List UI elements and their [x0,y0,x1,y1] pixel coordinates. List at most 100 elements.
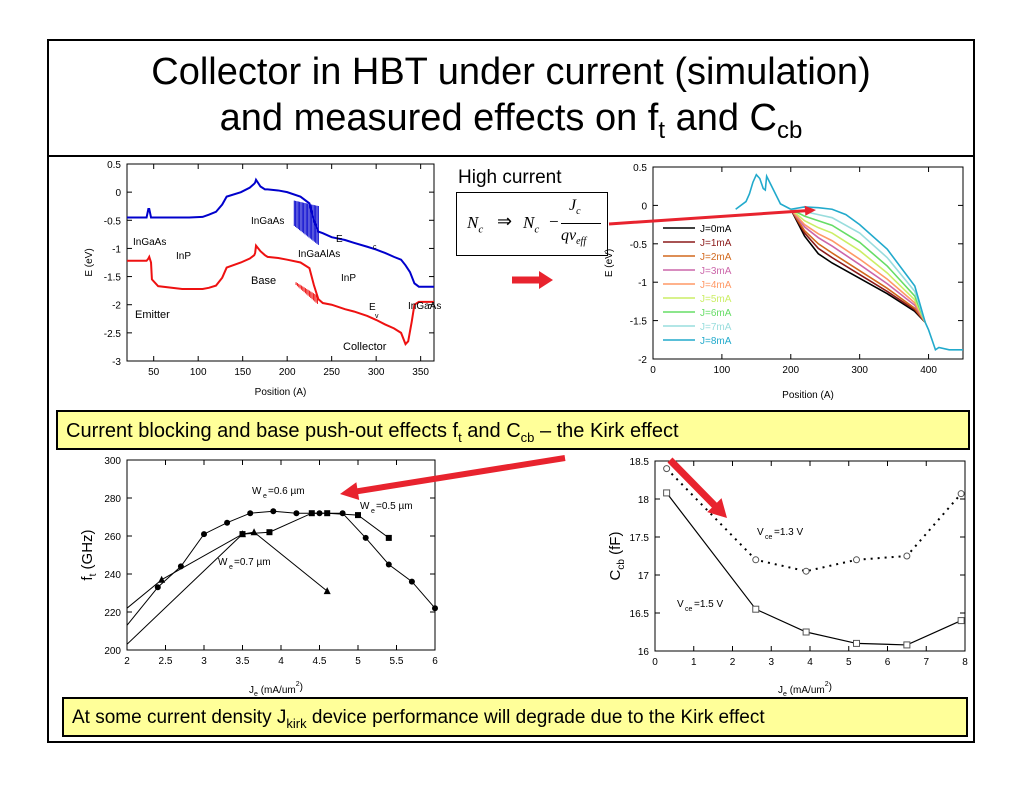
ft-point-circle [408,578,415,585]
ft-annotation: e [371,508,375,515]
high-current-label: High current [458,167,562,188]
band-annotation: Emitter [135,309,170,321]
ft-lead-in-line [126,586,159,626]
band-annotation: InGaAs [408,301,441,312]
y-tick-label: 18 [638,495,650,506]
x-axis-label: Je (mA/um2) [778,681,832,698]
band-annotation: Collector [343,341,387,353]
x-tick-label: 5 [355,656,361,667]
ft-lead-in-line [126,533,243,645]
x-tick-label: 200 [782,365,799,376]
ft-point-circle [247,510,254,517]
red-arrow-to-ft-peak [340,455,566,501]
degradation-callout: At some current density Jkirk device per… [62,697,968,737]
y-tick-label: 0.5 [633,163,647,174]
ft-point-square [385,534,392,541]
plot-frame-2 [652,166,964,360]
x-tick-label: 300 [851,365,868,376]
series-j-1ma-line [790,208,926,323]
series-j-0ma-line [790,208,926,323]
x-tick-label: 3 [768,657,774,668]
ft-point-circle [201,531,207,538]
ccb-annotation: V [677,599,684,610]
series-j-6ma-line [790,208,926,323]
y-tick-label: -1.5 [104,273,122,284]
y-tick-label: -1 [112,244,121,255]
y-tick-label: 260 [104,532,121,543]
x-tick-label: 50 [148,367,160,378]
x-axis-label: Je (mA/um2) [249,681,303,698]
series-j-4ma-line [790,208,926,323]
red-arrow-to-ccb-dip [667,457,727,518]
x-tick-label: 200 [279,367,296,378]
band-annotation: v [375,313,379,320]
x-tick-label: 350 [412,367,429,378]
ccb-point-circle [903,552,911,560]
ft-annotation: W [360,501,370,512]
ccb-point-circle [957,490,965,498]
y-tick-label: 18.5 [630,457,650,468]
x-axis-label: Position (A) [782,390,834,401]
x-tick-label: 250 [323,367,340,378]
common-right-segment [924,321,963,352]
ccb-point-square [957,617,965,625]
band-e-c-line [127,177,434,288]
ft-annotation: =0.5 µm [376,501,413,512]
fraction-bar [561,223,601,224]
ft-point-circle [432,605,438,612]
y-tick-label: 0 [115,188,121,199]
y-tick-label: 16.5 [630,609,650,620]
y-tick-label: -3 [112,357,121,368]
ccb-point-square [752,605,760,613]
ft-w-e-0-5--m-line [242,512,390,539]
y-tick-label: 0.5 [107,160,121,171]
x-tick-label: 7 [923,657,929,668]
ccb-point-circle [802,567,810,575]
ccb-point-square [802,628,810,636]
legend-label: J=2mA [700,252,732,263]
band-annotation: InP [176,251,191,262]
ft-lead-in-line [126,579,162,609]
formula-lhs: Nc [467,213,484,236]
kirk-formula-box: Nc ⇒ Nc − Jc qveff [456,192,608,256]
ft-point-circle [385,561,392,568]
legend-label: J=0mA [700,224,732,235]
x-tick-label: 2 [124,656,130,667]
x-tick-label: 150 [234,367,251,378]
series-j-8ma-line [790,206,926,323]
y-tick-label: 240 [104,570,121,581]
slide-title-line2: and measured effects on ft and Ccb [49,95,973,154]
ccb-annotation: ce [765,534,773,541]
y-tick-label: 16 [638,647,650,658]
ft-point-circle [339,510,346,517]
y-tick-label: 200 [104,646,121,657]
ft-annotation: =0.7 µm [234,557,271,568]
y-tick-label: 280 [104,494,121,505]
x-tick-label: 2.5 [159,656,173,667]
y-tick-label: 300 [104,456,121,467]
band-annotation: InP [341,273,356,284]
title-subscript: cb [776,117,803,144]
x-tick-label: 5.5 [390,656,404,667]
x-axis-label: Position (A) [255,387,307,398]
ccb-solid-line [666,492,962,646]
y-tick-label: -2 [112,301,121,312]
ft-point-circle [362,534,369,541]
y-tick-label: 0 [641,201,647,212]
x-tick-label: 3.5 [236,656,250,667]
y-tick-label: -2 [638,355,647,366]
series-j-5ma-line [790,208,926,323]
x-tick-label: 8 [962,657,968,668]
ccb-point-square [853,639,860,647]
ft-annotation: e [229,564,233,571]
band-annotation: E [336,234,343,245]
y-axis-label: ft (GHz) [79,529,99,580]
ft-point-triangle [250,528,258,536]
x-tick-label: 100 [714,365,731,376]
formula-n: Nc [523,213,540,236]
x-tick-label: 0 [652,657,658,668]
band-annotation: InGaAlAs [298,249,340,260]
x-tick-label: 4 [278,656,284,667]
ccb-point-circle [752,556,760,564]
ft-point-circle [270,508,277,515]
